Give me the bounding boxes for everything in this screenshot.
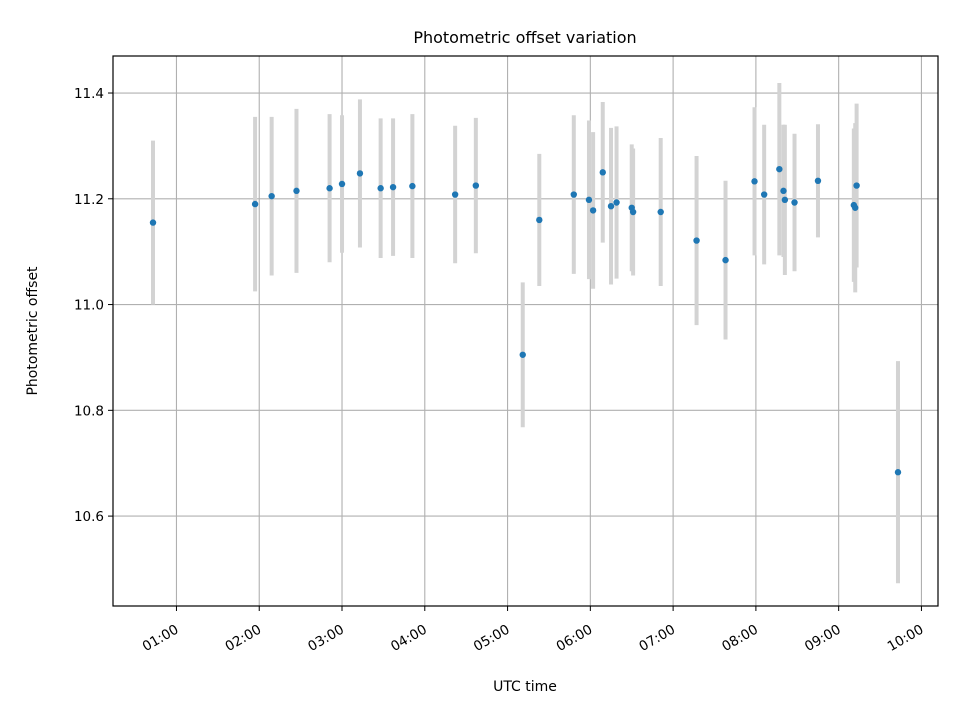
chart-title: Photometric offset variation	[413, 28, 636, 47]
x-tick-label: 01:00	[140, 622, 182, 655]
data-point	[657, 208, 664, 216]
data-point	[693, 237, 700, 244]
x-tick-label: 04:00	[388, 622, 430, 655]
x-tick-label: 02:00	[223, 622, 265, 655]
x-tick-label: 07:00	[636, 622, 678, 655]
y-tick-label: 10.8	[74, 403, 104, 419]
data-point	[791, 199, 798, 206]
data-point	[781, 196, 789, 204]
x-tick-label: 10:00	[885, 622, 927, 655]
data-point	[377, 185, 384, 192]
data-point	[326, 185, 333, 192]
error-bars	[151, 82, 900, 584]
x-tick-label: 08:00	[719, 622, 761, 655]
data-point	[629, 208, 637, 216]
data-point	[814, 177, 822, 185]
data-point	[780, 187, 787, 195]
data-point	[589, 207, 597, 214]
data-point	[149, 219, 157, 226]
data-point	[760, 191, 768, 198]
data-point	[776, 165, 783, 173]
data-point	[338, 180, 346, 188]
grid-lines	[113, 56, 938, 606]
data-point	[852, 204, 859, 211]
data-point	[389, 183, 397, 191]
x-tick-label: 03:00	[305, 622, 347, 655]
data-point	[722, 256, 729, 264]
data-point	[894, 469, 902, 476]
data-point	[268, 192, 275, 200]
y-tick-label: 10.6	[74, 509, 104, 525]
x-tick-label: 06:00	[554, 622, 596, 655]
data-point	[613, 199, 620, 206]
data-point	[472, 182, 480, 189]
data-point	[451, 191, 459, 198]
data-point	[293, 187, 300, 195]
x-tick-label: 09:00	[802, 622, 844, 655]
data-point	[751, 178, 758, 185]
x-axis-label: UTC time	[493, 679, 557, 695]
x-tick-label: 05:00	[471, 622, 513, 655]
y-axis-ticks: 10.6 10.8 11.0 11.2 11.4	[74, 86, 113, 525]
data-point	[536, 216, 543, 224]
x-axis-ticks: 01:00 02:00 03:00 04:00 05:00 06:00 07:00 08:00…	[140, 606, 927, 655]
data-point	[570, 191, 577, 198]
data-point	[607, 202, 615, 210]
data-point	[251, 200, 259, 208]
y-axis-label: Photometric offset	[25, 266, 41, 396]
data-point	[599, 169, 606, 176]
data-point	[519, 351, 526, 358]
data-points	[149, 165, 902, 476]
data-point	[585, 196, 593, 204]
y-tick-label: 11.2	[74, 192, 104, 208]
y-tick-label: 11.0	[74, 298, 104, 314]
data-point	[853, 182, 860, 189]
plot-frame	[112, 55, 939, 607]
y-tick-label: 11.4	[74, 86, 104, 102]
data-point	[409, 182, 416, 190]
data-point	[356, 170, 364, 177]
